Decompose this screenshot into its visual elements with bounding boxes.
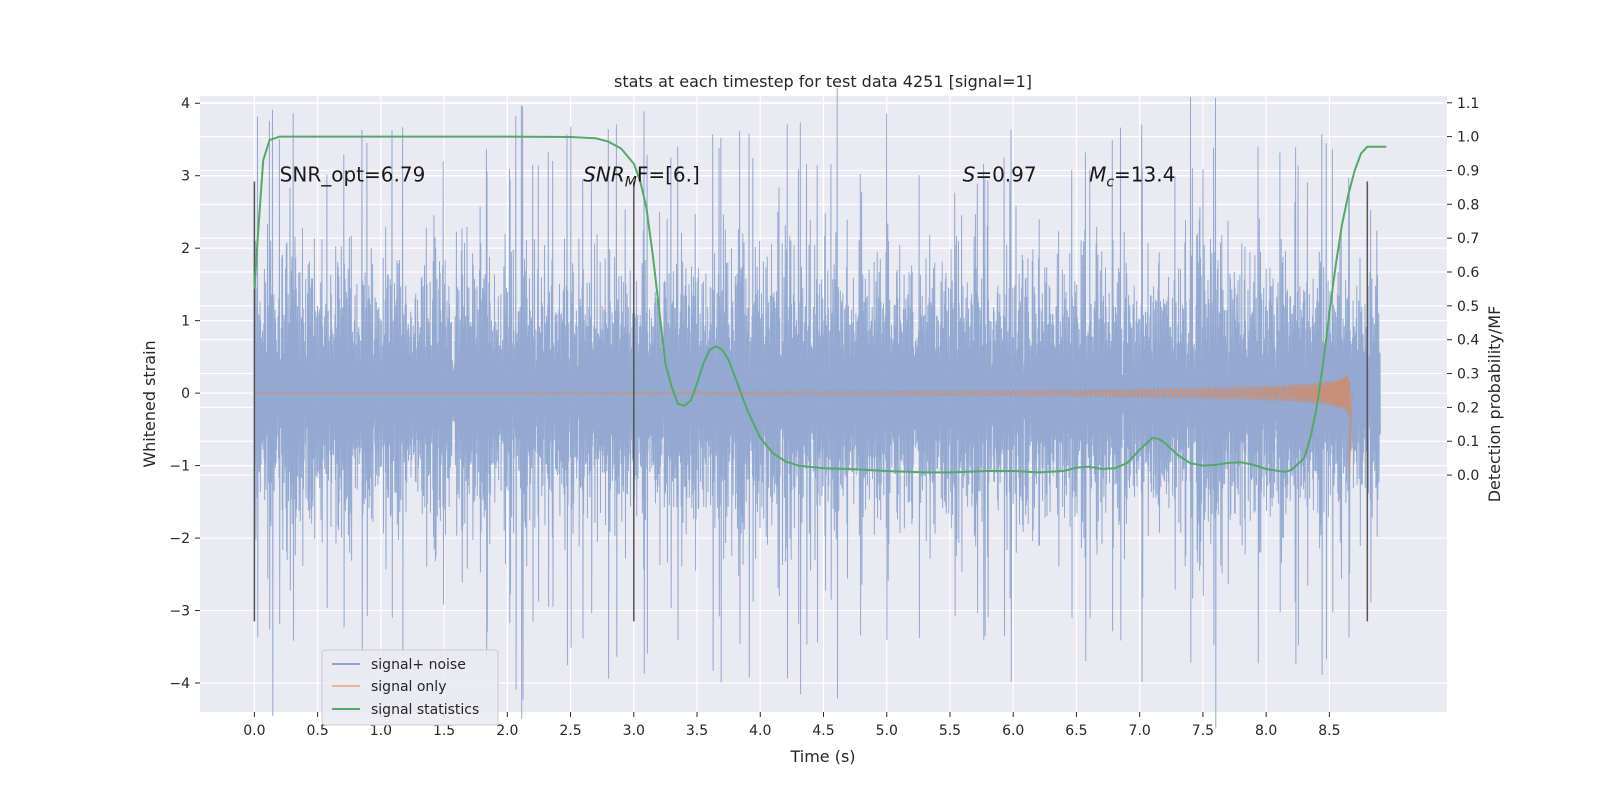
y-tick-label: 4 [181,96,190,112]
x-tick-label: 6.0 [1002,723,1024,739]
signal-noise-series [253,87,1381,729]
annotations: SNR_opt=6.79 SNRMF=[6.] S=0.97 Mc=13.4 [280,163,1176,191]
x-tick-label: 7.5 [1192,723,1214,739]
annotation-snr-mf: SNRMF=[6.] [583,163,700,191]
y-tick-label: −1 [169,459,190,475]
signal-statistics-line [253,135,1387,474]
y2-tick-label: 0.6 [1457,265,1479,281]
annotation-mc-rest: =13.4 [1114,163,1175,187]
legend: signal+ noise signal only signal statist… [321,649,499,726]
y2-tick-label: 1.1 [1457,96,1479,112]
legend-label-signal: signal only [371,679,446,695]
y2-tick-label: 0.3 [1457,367,1479,383]
x-tick-label: 4.5 [812,723,834,739]
x-tick-label: 4.0 [749,723,771,739]
x-tick-label: 2.5 [559,723,581,739]
x-tick-label: 0.0 [243,723,265,739]
y-tick-label: −3 [169,604,190,620]
legend-label-statistics: signal statistics [371,702,479,718]
annotation-s-base: S [963,163,976,187]
y2-axis-label: Detection probability/MF [1485,306,1504,503]
x-tick-label: 2.0 [496,723,518,739]
y-tick-label: −2 [169,531,190,547]
y2-tick-label: 0.0 [1457,468,1479,484]
legend-label-noise: signal+ noise [371,657,466,673]
annotation-s-rest: =0.97 [975,163,1036,187]
vertical-markers [253,181,1369,622]
signal-only-line [254,373,1353,477]
x-axis-label: Time (s) [789,747,855,766]
x-tick-label: 6.5 [1065,723,1087,739]
y2-tick-label: 0.4 [1457,333,1479,349]
x-tick-label: 1.0 [370,723,392,739]
annotation-snr-mf-base: SNR [583,163,625,187]
legend-box [321,649,499,726]
y2-tick-label: 0.1 [1457,434,1479,450]
signal-only-series [254,373,1353,477]
signal-noise-line [253,87,1381,729]
y2-tick-label: 0.5 [1457,299,1479,315]
x-tick-label: 8.5 [1318,723,1340,739]
y2-tick-label: 0.8 [1457,197,1479,213]
y-tick-label: 3 [181,169,190,185]
x-tick-label: 7.0 [1129,723,1151,739]
y-tick-label: 0 [181,386,190,402]
y-tick-label: 2 [181,241,190,257]
y2-tick-label: 0.7 [1457,231,1479,247]
annotation-mc-base: M [1089,163,1106,187]
annotation-mc-value: Mc=13.4 [1089,163,1175,191]
x-tick-label: 5.0 [876,723,898,739]
x-tick-label: 1.5 [433,723,455,739]
signal-statistics-series [253,135,1387,474]
chart-title: stats at each timestep for test data 425… [614,72,1032,91]
x-tick-label: 3.0 [623,723,645,739]
y-axis-ticks: −4 −3 −2 −1 0 1 2 3 4 [169,96,200,692]
x-tick-label: 3.5 [686,723,708,739]
annotation-snr-opt: SNR_opt=6.79 [280,163,426,187]
annotation-snr-mf-rest: F=[6.] [637,163,700,187]
y-axis-label: Whitened strain [140,340,159,467]
x-axis-ticks: 0.0 0.5 1.0 1.5 2.0 2.5 3.0 3.5 4.0 4.5 5.0 5.5 6.0 6… [243,712,1341,739]
y-tick-label: 1 [181,314,190,330]
annotation-mc-sub: c [1106,175,1114,191]
x-tick-label: 5.5 [939,723,961,739]
y2-tick-label: 1.0 [1457,130,1479,146]
y2-tick-label: 0.9 [1457,163,1479,179]
y-tick-label: −4 [169,676,190,692]
y2-axis-ticks: 0.0 0.1 0.2 0.3 0.4 0.5 0.6 0.7 0.8 0.9 1.0 1.1 [1447,96,1479,484]
y2-tick-label: 0.2 [1457,400,1479,416]
annotation-snr-mf-sub: M [625,175,637,191]
x-tick-label: 0.5 [306,723,328,739]
x-tick-label: 8.0 [1255,723,1277,739]
annotation-s-value: S=0.97 [963,163,1037,187]
